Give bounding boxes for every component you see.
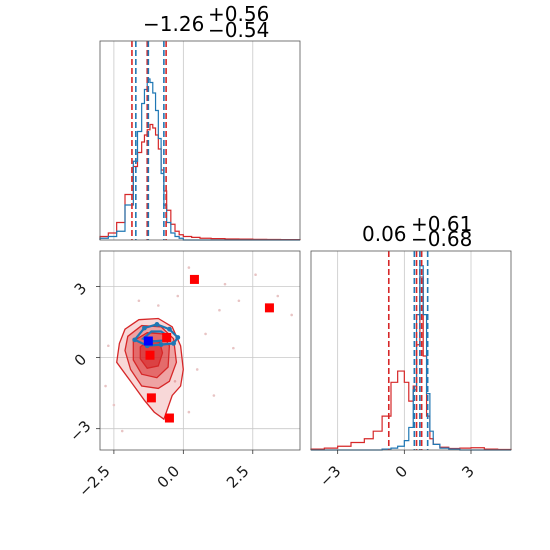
title-2-lower-error: −0.68 bbox=[411, 227, 472, 251]
contour-blue-dot bbox=[175, 335, 181, 340]
y-tick-label: −3 bbox=[66, 417, 94, 445]
red-square-marker bbox=[264, 303, 274, 313]
scatter-point bbox=[218, 308, 221, 312]
scatter-point bbox=[107, 344, 110, 348]
panel-histogram-2 bbox=[310, 250, 512, 451]
scatter-point bbox=[237, 299, 241, 303]
contour-blue-dot bbox=[158, 342, 164, 347]
x2-tick-label: −3 bbox=[316, 462, 344, 490]
contour-blue-dot bbox=[171, 340, 177, 346]
x2-tick-label: 3 bbox=[458, 462, 477, 481]
contour-blue-dot bbox=[132, 337, 138, 343]
panel-2d-density bbox=[99, 250, 301, 451]
scatter-point bbox=[104, 384, 107, 388]
scatter-point bbox=[176, 294, 180, 298]
title-2-upper-error: +0.61 bbox=[411, 212, 472, 236]
scatter-point bbox=[290, 313, 293, 317]
title-1: −1.26 +0.56 −0.54 bbox=[143, 2, 269, 42]
x-axis-2d: −2.5 0.0 2.5 bbox=[75, 450, 254, 501]
contour-blue-dot bbox=[142, 325, 147, 331]
x-axis-histogram-2: −3 0 3 bbox=[316, 450, 478, 490]
blue-square-marker bbox=[143, 336, 153, 346]
scatter-point bbox=[120, 429, 124, 433]
scatter-point bbox=[223, 282, 227, 286]
scatter-point bbox=[157, 304, 160, 307]
scatter-point bbox=[232, 346, 235, 350]
contour-blue-dot bbox=[154, 322, 160, 327]
histogram-2-background bbox=[311, 251, 511, 450]
scatter-point bbox=[195, 368, 199, 371]
scatter-point bbox=[254, 273, 257, 276]
scatter-point bbox=[204, 332, 207, 336]
histogram-2-frame bbox=[310, 250, 512, 451]
title-2: 0.06 +0.61 −0.68 bbox=[362, 212, 472, 251]
x-tick-label: −2.5 bbox=[75, 462, 113, 500]
title-1-upper-error: +0.56 bbox=[208, 2, 269, 26]
x2-tick-label: 0 bbox=[392, 462, 411, 481]
panel-histogram-1 bbox=[99, 40, 301, 241]
scatter-point bbox=[173, 379, 177, 383]
red-square-marker bbox=[146, 393, 156, 403]
contour-blue-dot bbox=[167, 326, 172, 332]
scatter-point bbox=[112, 403, 116, 407]
scatter-point bbox=[276, 294, 280, 298]
panel-2d-frame bbox=[99, 250, 301, 451]
y-axis-2d: 3 0 −3 bbox=[66, 279, 100, 445]
scatter-point bbox=[187, 410, 191, 414]
red-square-marker bbox=[162, 332, 172, 342]
title-2-value: 0.06 bbox=[362, 222, 407, 246]
scatter-point bbox=[212, 394, 216, 397]
scatter-point bbox=[187, 266, 191, 269]
red-square-marker bbox=[164, 413, 174, 423]
red-square-marker bbox=[145, 350, 155, 360]
y-tick-label: 3 bbox=[71, 279, 90, 298]
histogram-1-frame bbox=[99, 40, 301, 241]
y-tick-label: 0 bbox=[71, 350, 90, 369]
histogram-1-background bbox=[100, 41, 300, 240]
title-1-lower-error: −0.54 bbox=[208, 18, 269, 42]
x-tick-label: 0.0 bbox=[154, 462, 184, 492]
histogram-2-series-blue bbox=[311, 265, 511, 451]
title-1-value: −1.26 bbox=[143, 12, 204, 36]
scatter-point bbox=[137, 299, 141, 303]
red-square-marker bbox=[189, 274, 199, 284]
x-tick-label: 2.5 bbox=[223, 462, 253, 492]
